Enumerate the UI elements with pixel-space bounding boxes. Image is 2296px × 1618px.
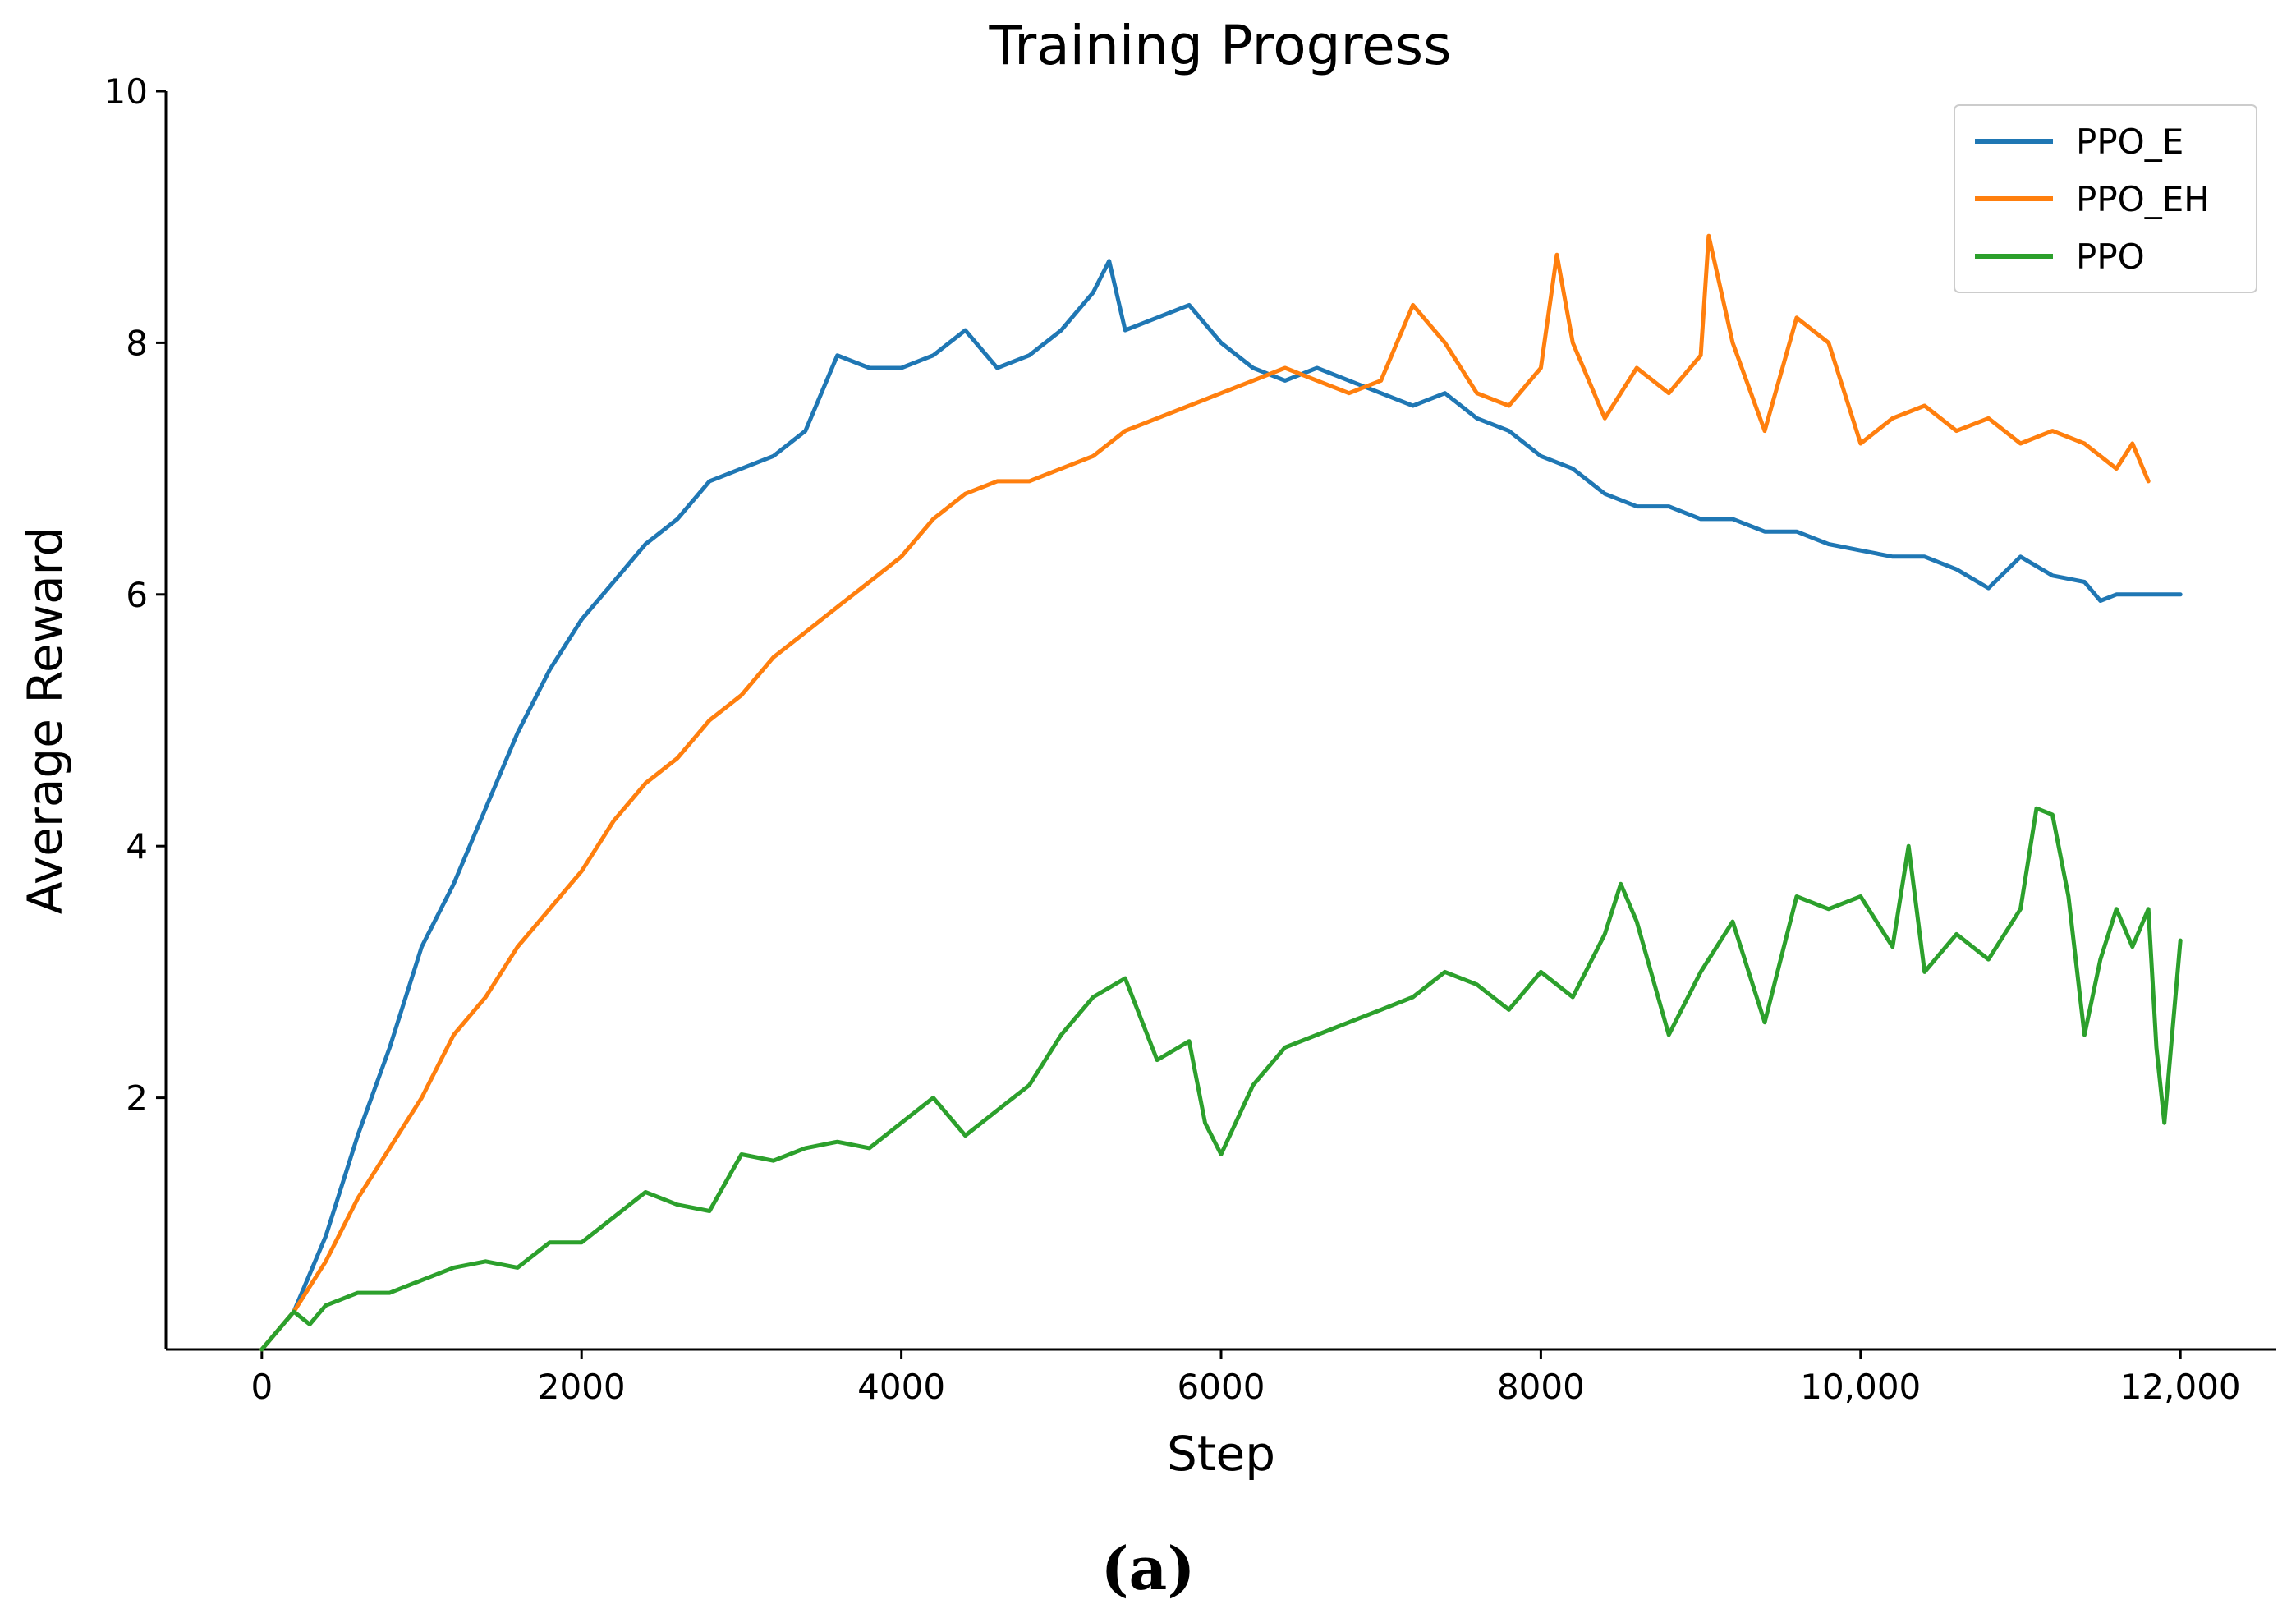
y-ticks: 2 4 6 8 10 xyxy=(104,71,166,1119)
series-line-ppo-eh xyxy=(259,233,2151,1352)
y-tick-label: 10 xyxy=(104,71,148,112)
x-tick-label: 0 xyxy=(250,1367,273,1407)
x-tick-label: 6000 xyxy=(1178,1367,1265,1407)
series-line-ppo xyxy=(259,806,2183,1352)
figure-caption: (a) xyxy=(1101,1533,1196,1603)
y-tick-label: 4 xyxy=(126,826,148,866)
x-ticks: 0 2000 4000 6000 8000 10,000 12,000 xyxy=(250,1349,2241,1407)
legend-box xyxy=(1954,104,2257,293)
x-axis-label: Step xyxy=(1167,1426,1275,1482)
y-tick-label: 8 xyxy=(126,323,148,363)
y-tick-label: 6 xyxy=(126,575,148,615)
x-tick-label: 8000 xyxy=(1497,1367,1585,1407)
x-tick-label: 12,000 xyxy=(2120,1367,2241,1407)
legend: PPO_E PPO_EH PPO xyxy=(1954,104,2257,293)
plot-series xyxy=(259,233,2183,1352)
x-tick-label: 2000 xyxy=(538,1367,626,1407)
x-tick-label: 4000 xyxy=(857,1367,945,1407)
legend-label-ppo-eh: PPO_EH xyxy=(2076,179,2210,219)
y-tick-label: 2 xyxy=(126,1078,148,1119)
legend-label-ppo-e: PPO_E xyxy=(2076,122,2183,162)
series-line-ppo-e xyxy=(259,259,2183,1352)
x-tick-label: 10,000 xyxy=(1800,1367,1921,1407)
y-axis-label: Average Reward xyxy=(17,526,73,915)
legend-label-ppo: PPO xyxy=(2076,237,2145,277)
chart-title: Training Progress xyxy=(988,14,1451,77)
